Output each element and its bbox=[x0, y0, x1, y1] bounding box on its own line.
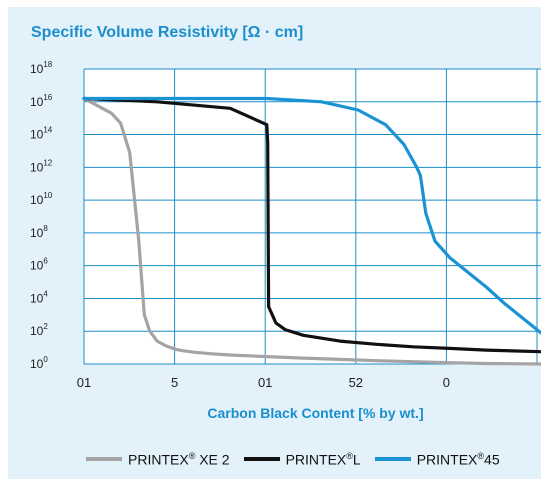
legend-label: PRINTEX®L bbox=[285, 450, 361, 468]
y-tick-label: 1012 bbox=[30, 158, 53, 174]
y-tick-label: 1010 bbox=[30, 191, 53, 207]
legend-item: PRINTEX® XE 2 bbox=[86, 450, 230, 468]
legend-swatch bbox=[243, 457, 280, 461]
y-tick-label: 1018 bbox=[30, 60, 53, 76]
x-tick-label: 0 bbox=[443, 375, 450, 390]
y-tick-label: 1014 bbox=[30, 126, 53, 142]
y-tick-label: 1016 bbox=[30, 93, 53, 109]
series-line bbox=[82, 96, 541, 335]
series-line bbox=[82, 96, 541, 354]
x-tick-label: 5 bbox=[171, 375, 178, 390]
x-tick-label: 01 bbox=[258, 375, 272, 390]
legend-swatch bbox=[86, 457, 122, 461]
y-tick-label: 100 bbox=[30, 355, 48, 371]
chart-title: Specific Volume Resistivity [Ω · cm] bbox=[31, 24, 304, 41]
plot-area bbox=[84, 69, 541, 364]
x-tick-label: 52 bbox=[349, 375, 363, 390]
legend-item: PRINTEX®L bbox=[243, 450, 361, 468]
legend: PRINTEX® XE 2 PRINTEX®L PRINTEX®45 bbox=[86, 447, 514, 471]
y-tick-label: 102 bbox=[30, 322, 48, 338]
x-tick-label: 01 bbox=[77, 375, 91, 390]
y-tick-label: 104 bbox=[30, 289, 48, 305]
legend-label: PRINTEX®45 bbox=[416, 450, 500, 468]
legend-swatch bbox=[374, 457, 411, 461]
series-line bbox=[82, 96, 541, 366]
y-tick-label: 108 bbox=[30, 224, 48, 240]
legend-item: PRINTEX®45 bbox=[374, 450, 500, 468]
x-axis-label: Carbon Black Content [% by wt.] bbox=[207, 405, 424, 421]
y-tick-label: 106 bbox=[30, 257, 48, 273]
legend-label: PRINTEX® XE 2 bbox=[128, 450, 230, 468]
